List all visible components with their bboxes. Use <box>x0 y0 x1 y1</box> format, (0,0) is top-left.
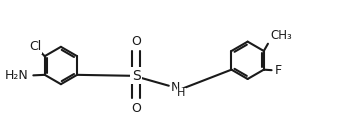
Text: S: S <box>132 69 140 83</box>
Text: O: O <box>131 35 141 48</box>
Text: F: F <box>275 64 282 77</box>
Text: H₂N: H₂N <box>4 69 28 82</box>
Text: N: N <box>170 81 180 94</box>
Text: O: O <box>131 102 141 115</box>
Text: Cl: Cl <box>29 40 42 53</box>
Text: CH₃: CH₃ <box>270 29 292 42</box>
Text: H: H <box>177 88 186 98</box>
